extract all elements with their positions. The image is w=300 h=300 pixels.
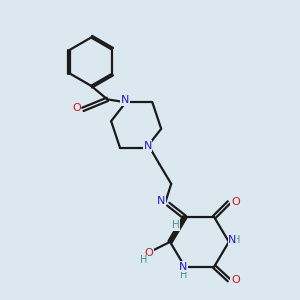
- Text: O: O: [231, 197, 240, 207]
- Text: H: H: [233, 235, 241, 245]
- Text: H: H: [172, 220, 180, 230]
- Text: H: H: [180, 270, 187, 280]
- Text: N: N: [179, 262, 188, 272]
- Text: H: H: [140, 255, 148, 266]
- Text: N: N: [143, 141, 152, 151]
- Text: N: N: [121, 95, 130, 105]
- Text: N: N: [157, 196, 165, 206]
- Text: O: O: [72, 103, 81, 113]
- Text: N: N: [228, 235, 237, 245]
- Text: O: O: [145, 248, 154, 258]
- Text: O: O: [231, 275, 240, 285]
